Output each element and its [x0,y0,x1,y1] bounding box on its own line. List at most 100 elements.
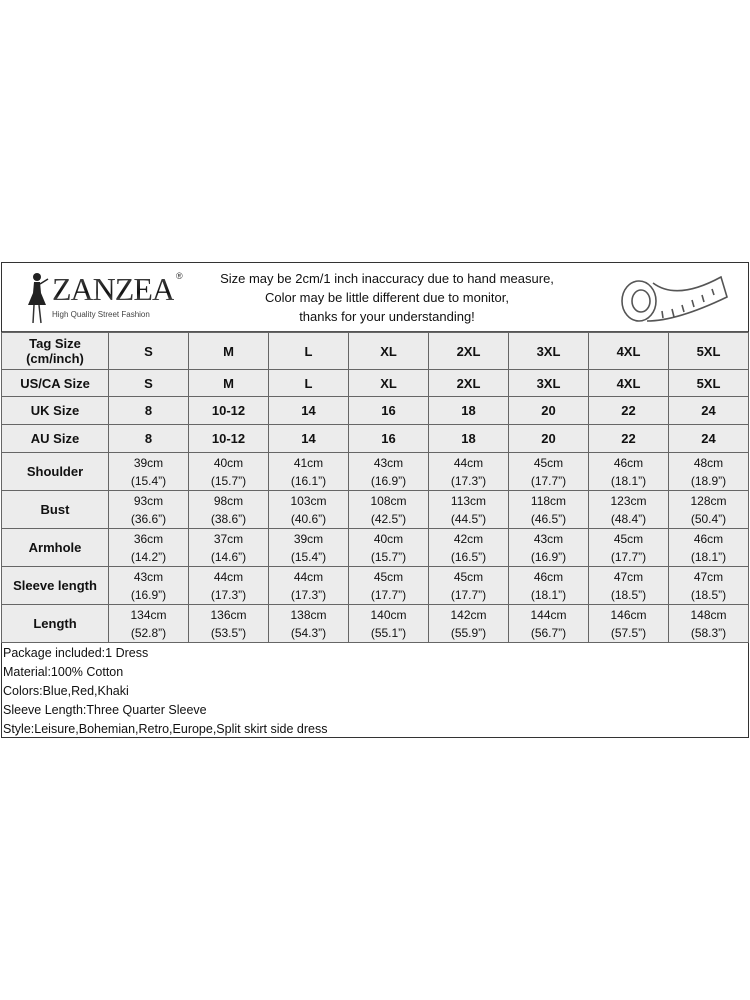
size-cell: 2XL [428,369,509,397]
measurement-cell: 36cm (14.2”) [108,528,189,567]
measurement-cell: 148cm (58.3”) [668,604,749,643]
measurement-cell: 43cm (16.9”) [348,452,429,491]
size-cell: S [108,369,189,397]
measurement-cell: 39cm (15.4”) [268,528,349,567]
size-cell: XL [348,332,429,370]
size-cell: 14 [268,396,349,425]
size-cell: 8 [108,424,189,453]
measurement-row: Shoulder 39cm (15.4”) 40cm (15.7”) 41cm (16.1”… [1,452,749,491]
brand-name: ZANZEA [52,271,175,307]
size-cell: 4XL [588,332,669,370]
size-cell: 22 [588,424,669,453]
size-cell: 24 [668,396,749,425]
size-cell: 18 [428,424,509,453]
row-label: Shoulder [1,452,109,491]
measurement-cell: 140cm (55.1”) [348,604,429,643]
size-cell: 10-12 [188,396,269,425]
size-cell: 20 [508,424,589,453]
size-cell: 2XL [428,332,509,370]
measurement-cell: 103cm (40.6”) [268,490,349,529]
measurement-cell: 40cm (15.7”) [188,452,269,491]
measurement-cell: 113cm (44.5”) [428,490,509,529]
note-colors: Colors:Blue,Red,Khaki [3,684,129,698]
size-cell: 18 [428,396,509,425]
measurement-cell: 46cm (18.1”) [508,566,589,605]
size-cell: S [108,332,189,370]
measurement-cell: 128cm (50.4”) [668,490,749,529]
row-label: Bust [1,490,109,529]
measurement-cell: 45cm (17.7”) [348,566,429,605]
size-cell: 16 [348,424,429,453]
brand-name-row: ZANZEA ® [52,271,183,307]
woman-silhouette-logo-icon [28,273,49,324]
brand-logo: ZANZEA ® High Quality Street Fashion [24,271,194,327]
size-cell: 3XL [508,332,589,370]
measurement-cell: 41cm (16.1”) [268,452,349,491]
measurement-cell: 123cm (48.4”) [588,490,669,529]
row-label: Tag Size (cm/inch) [1,332,109,370]
measurement-cell: 43cm (16.9”) [108,566,189,605]
measurement-cell: 44cm (17.3”) [428,452,509,491]
measurement-cell: 43cm (16.9”) [508,528,589,567]
measurement-row: Bust 93cm (36.6”) 98cm (38.6”) 103cm (40.6”) 10… [1,490,749,529]
measurement-cell: 138cm (54.3”) [268,604,349,643]
size-row: Tag Size (cm/inch) S M L XL 2XL 3XL 4XL 5XL [1,332,749,370]
measurement-cell: 39cm (15.4”) [108,452,189,491]
size-cell: 4XL [588,369,669,397]
measurement-row: Armhole 36cm (14.2”) 37cm (14.6”) 39cm (15.4”)… [1,528,749,567]
measurement-cell: 146cm (57.5”) [588,604,669,643]
measurement-cell: 118cm (46.5”) [508,490,589,529]
size-cell: 20 [508,396,589,425]
size-cell: 22 [588,396,669,425]
size-row: AU Size 8 10-12 14 16 18 20 22 24 [1,424,749,453]
size-chart: ZANZEA ® High Quality Street Fashion Siz… [1,262,749,738]
measurement-cell: 46cm (18.1”) [668,528,749,567]
row-label: Length [1,604,109,643]
size-cell: 14 [268,424,349,453]
size-cell: 10-12 [188,424,269,453]
size-cell: M [188,332,269,370]
size-row: US/CA Size S M L XL 2XL 3XL 4XL 5XL [1,369,749,397]
measurement-cell: 47cm (18.5”) [588,566,669,605]
note-style: Style:Leisure,Bohemian,Retro,Europe,Spli… [3,722,328,736]
registered-mark: ® [175,271,183,281]
brand-tagline: High Quality Street Fashion [52,310,150,319]
measurement-cell: 144cm (56.7”) [508,604,589,643]
size-cell: L [268,369,349,397]
measurement-cell: 108cm (42.5”) [348,490,429,529]
measuring-tape-icon [621,275,728,322]
size-cell: 24 [668,424,749,453]
size-cell: M [188,369,269,397]
measurement-cell: 44cm (17.3”) [268,566,349,605]
measurement-cell: 134cm (52.8”) [108,604,189,643]
measurement-cell: 42cm (16.5”) [428,528,509,567]
size-cell: XL [348,369,429,397]
note-package: Package included:1 Dress [3,646,149,660]
size-cell: 5XL [668,369,749,397]
measurement-cell: 142cm (55.9”) [428,604,509,643]
measurement-cell: 45cm (17.7”) [428,566,509,605]
row-label: AU Size [1,424,109,453]
size-cell: 5XL [668,332,749,370]
note-sleeve: Sleeve Length:Three Quarter Sleeve [3,703,207,717]
size-cell: 8 [108,396,189,425]
notice-line: thanks for your understanding! [299,309,475,324]
row-label: Sleeve length [1,566,109,605]
measurement-cell: 40cm (15.7”) [348,528,429,567]
product-notes: Package included:1 Dress Material:100% C… [2,643,748,739]
row-label: UK Size [1,396,109,425]
note-material: Material:100% Cotton [3,665,124,679]
measurement-cell: 98cm (38.6”) [188,490,269,529]
measurement-cell: 45cm (17.7”) [508,452,589,491]
size-table: Tag Size (cm/inch) S M L XL 2XL 3XL 4XL 5XL US/CA … [1,332,749,643]
size-cell: 3XL [508,369,589,397]
size-row: UK Size 8 10-12 14 16 18 20 22 24 [1,396,749,425]
measurement-cell: 45cm (17.7”) [588,528,669,567]
row-label: Armhole [1,528,109,567]
measurement-cell: 93cm (36.6”) [108,490,189,529]
measurement-cell: 136cm (53.5”) [188,604,269,643]
notice-line: Color may be little different due to mon… [265,290,509,305]
measurement-cell: 46cm (18.1”) [588,452,669,491]
row-label: US/CA Size [1,369,109,397]
measurement-cell: 44cm (17.3”) [188,566,269,605]
